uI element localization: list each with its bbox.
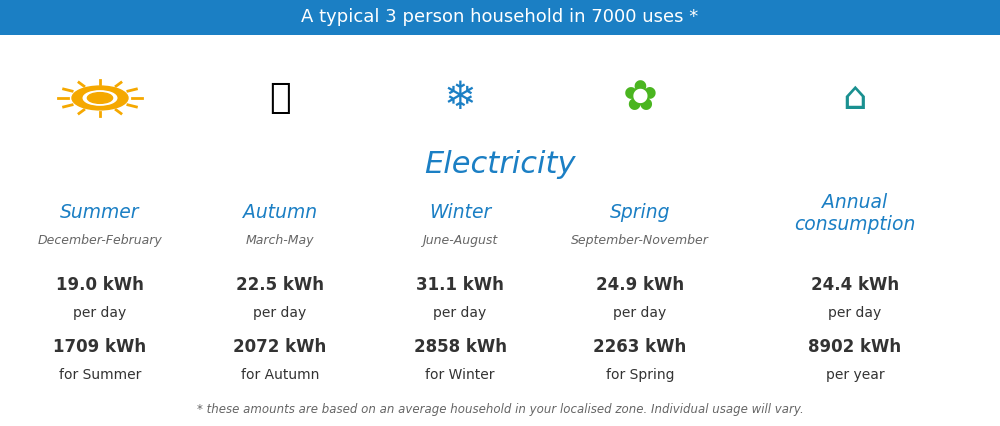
Text: Winter: Winter [429, 204, 491, 222]
Circle shape [72, 86, 128, 110]
Text: for Autumn: for Autumn [241, 368, 319, 382]
Text: for Spring: for Spring [606, 368, 674, 382]
Text: 1709 kWh: 1709 kWh [53, 338, 147, 356]
Text: 2072 kWh: 2072 kWh [233, 338, 327, 356]
Text: ❄: ❄ [444, 79, 476, 117]
Text: 19.0 kWh: 19.0 kWh [56, 276, 144, 294]
Text: A typical 3 person household in 7000 uses *: A typical 3 person household in 7000 use… [301, 9, 699, 26]
Text: 24.4 kWh: 24.4 kWh [811, 276, 899, 294]
Text: 24.9 kWh: 24.9 kWh [596, 276, 684, 294]
Text: Summer: Summer [60, 204, 140, 222]
Text: for Winter: for Winter [425, 368, 495, 382]
Text: September-November: September-November [571, 234, 709, 247]
Text: per year: per year [826, 368, 884, 382]
Text: per day: per day [433, 306, 487, 320]
Text: March-May: March-May [246, 234, 314, 247]
Text: June-August: June-August [422, 234, 498, 247]
Text: December-February: December-February [38, 234, 162, 247]
FancyBboxPatch shape [0, 0, 1000, 35]
Text: Electricity: Electricity [424, 150, 576, 178]
Text: 2263 kWh: 2263 kWh [593, 338, 687, 356]
Text: for Summer: for Summer [59, 368, 141, 382]
Text: Spring: Spring [610, 204, 670, 222]
Text: 31.1 kWh: 31.1 kWh [416, 276, 504, 294]
Text: 🍃: 🍃 [269, 81, 291, 115]
Circle shape [83, 91, 117, 105]
Text: Autumn: Autumn [243, 204, 317, 222]
Text: per day: per day [613, 306, 667, 320]
Text: per day: per day [73, 306, 127, 320]
Text: ✿: ✿ [623, 77, 657, 119]
Text: 2858 kWh: 2858 kWh [414, 338, 507, 356]
Text: per day: per day [828, 306, 882, 320]
Text: 8902 kWh: 8902 kWh [808, 338, 902, 356]
Text: 22.5 kWh: 22.5 kWh [236, 276, 324, 294]
Text: ⌂: ⌂ [843, 79, 867, 117]
Text: * these amounts are based on an average household in your localised zone. Indivi: * these amounts are based on an average … [197, 403, 803, 416]
Text: per day: per day [253, 306, 307, 320]
Text: Annual
consumption: Annual consumption [794, 193, 916, 233]
Circle shape [87, 92, 113, 104]
